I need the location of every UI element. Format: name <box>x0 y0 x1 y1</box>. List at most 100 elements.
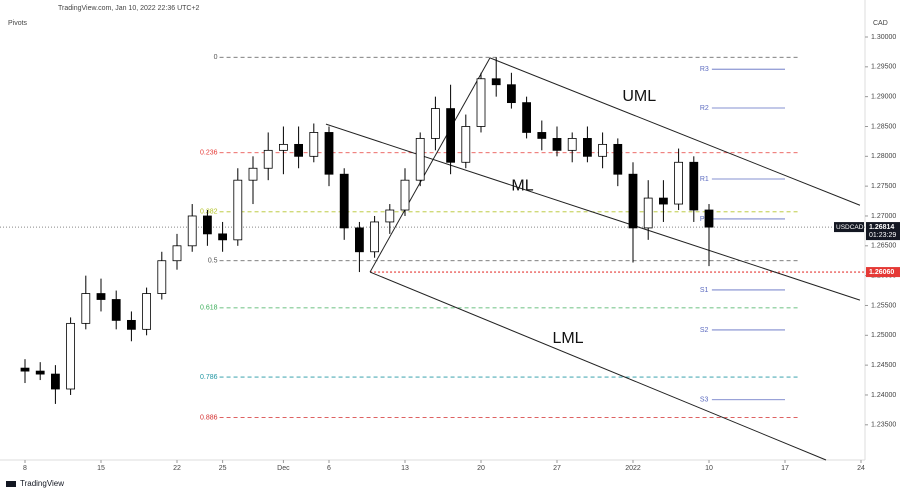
y-tick-label: 1.25500 <box>871 302 896 309</box>
candle-body <box>598 143 608 157</box>
logo-mark <box>6 481 16 487</box>
pivot-label: R1 <box>700 176 709 183</box>
x-tick-label: 6 <box>327 465 331 472</box>
candle-body <box>385 209 395 223</box>
candle-body <box>142 293 152 330</box>
candle-body <box>187 215 197 247</box>
candle-body <box>628 173 638 229</box>
y-tick-label: 1.29500 <box>871 64 896 71</box>
candle-body <box>704 209 714 228</box>
candle-body <box>218 233 228 241</box>
currency: CAD <box>873 20 888 27</box>
candle-body <box>248 167 258 181</box>
candle-body <box>203 215 212 235</box>
candle-body <box>111 299 121 321</box>
pitchfork-label: UML <box>622 88 656 105</box>
fib-label: 0.382 <box>200 209 218 216</box>
y-tick-label: 1.26500 <box>871 243 896 250</box>
candle-body <box>309 132 319 157</box>
candle-body <box>522 102 532 133</box>
y-tick-label: 1.28500 <box>871 123 896 130</box>
y-tick-label: 1.23500 <box>871 422 896 429</box>
pitchfork-label: ML <box>511 177 533 194</box>
fib-label: 0.886 <box>200 414 218 421</box>
candle-body <box>339 173 349 229</box>
candle-body <box>674 161 684 205</box>
x-tick-label: 10 <box>705 465 713 472</box>
candle-body <box>552 138 562 151</box>
candle-body <box>689 161 699 211</box>
candle-body <box>446 108 456 163</box>
candle-body <box>537 132 547 139</box>
fib-label: 0.236 <box>200 150 218 157</box>
x-tick-label: 17 <box>781 465 789 472</box>
countdown: 01:23:29 <box>869 232 896 239</box>
y-tick-label: 1.28000 <box>871 153 896 160</box>
pivot-label: P <box>700 216 705 223</box>
candle-body <box>294 143 304 157</box>
pivot-label: R2 <box>700 105 709 112</box>
candle-body <box>157 260 167 294</box>
x-tick-label: Dec <box>277 465 290 472</box>
level-tag <box>866 267 900 278</box>
candle-body <box>613 143 623 175</box>
pivot-label: S1 <box>700 287 709 294</box>
pitchfork-line <box>489 57 861 206</box>
fib-label: 0 <box>214 54 218 61</box>
candle-body <box>233 179 243 241</box>
x-tick-label: 2022 <box>625 465 641 472</box>
x-tick-label: 8 <box>23 465 27 472</box>
candle-body <box>400 179 410 211</box>
symbol-tag <box>834 222 864 233</box>
pitchfork-handle <box>369 57 491 273</box>
candle-body <box>659 197 668 205</box>
candle-body <box>567 138 577 151</box>
candle-body <box>491 78 501 86</box>
candle-body <box>643 197 653 229</box>
x-tick-label: 20 <box>477 465 485 472</box>
pivot-label: S3 <box>700 397 709 404</box>
candle-body <box>370 221 380 253</box>
x-tick-label: 27 <box>553 465 561 472</box>
candle-body <box>81 293 91 324</box>
candle-body <box>507 84 516 104</box>
candle-body <box>66 322 76 390</box>
candle-body <box>51 373 60 390</box>
y-tick-label: 1.30000 <box>871 34 896 41</box>
candle-body <box>324 132 334 175</box>
x-tick-label: 22 <box>173 465 181 472</box>
pitchfork-line <box>325 123 861 301</box>
price-tag-label: 1.26814 <box>869 224 894 231</box>
pitchfork-line <box>369 271 827 461</box>
indicator-name: Pivots <box>8 20 28 27</box>
symbol-tag-label: USDCAD <box>836 224 864 231</box>
y-tick-label: 1.29000 <box>871 93 896 100</box>
x-tick-label: 24 <box>857 465 865 472</box>
candle-body <box>263 149 273 169</box>
candle-body <box>127 319 136 330</box>
level-tag-label: 1.26060 <box>869 269 894 276</box>
pitchfork-label: LML <box>552 330 583 347</box>
fib-label: 0.5 <box>208 258 218 265</box>
source: TradingView.com, Jan 10, 2022 22:36 UTC+… <box>58 5 200 12</box>
pivot-label: R3 <box>700 66 709 73</box>
y-tick-label: 1.25000 <box>871 332 896 339</box>
pivot-label: S2 <box>700 327 709 334</box>
candle-body <box>20 367 30 372</box>
fib-label: 0.786 <box>200 374 218 381</box>
x-tick-label: 15 <box>97 465 105 472</box>
y-tick-label: 1.27500 <box>871 183 896 190</box>
y-tick-label: 1.24000 <box>871 392 896 399</box>
candle-body <box>96 293 106 300</box>
candle-body <box>476 78 486 127</box>
candle-body <box>172 245 182 262</box>
brand: TradingView <box>20 479 64 488</box>
candle-body <box>279 143 288 151</box>
logo: TradingView <box>6 479 64 488</box>
candle-body <box>35 370 45 375</box>
x-tick-label: 25 <box>219 465 227 472</box>
candle-body <box>415 138 425 181</box>
y-tick-label: 1.24500 <box>871 362 896 369</box>
